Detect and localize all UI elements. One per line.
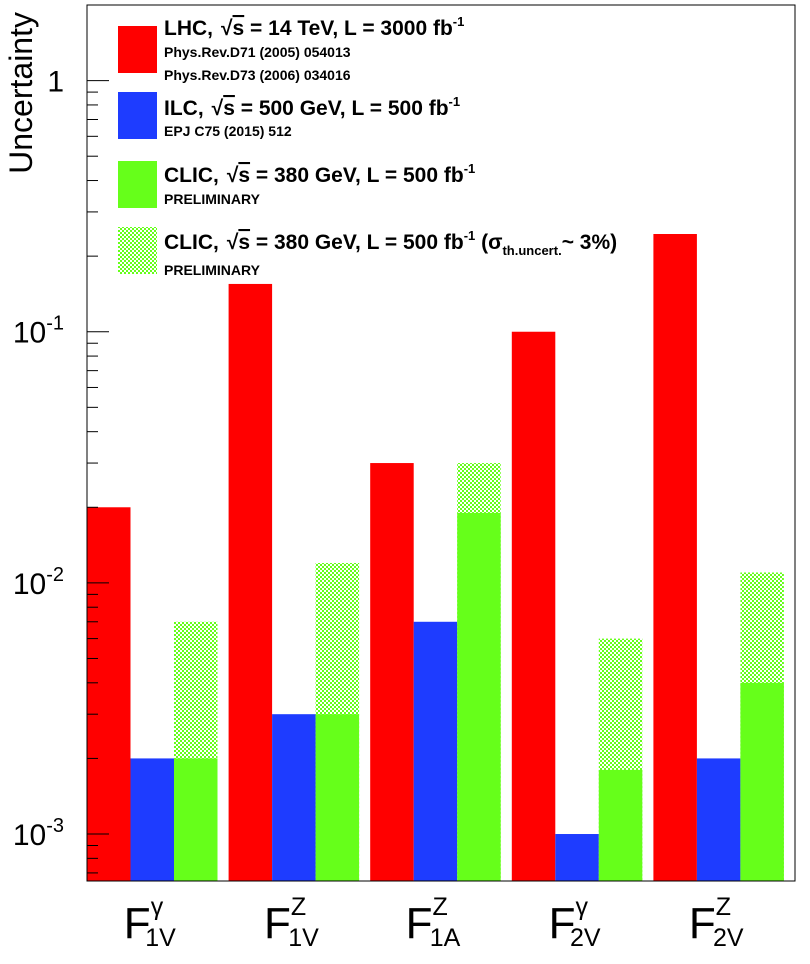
bar-clic bbox=[315, 714, 360, 881]
y-tick-label: 10-3 bbox=[13, 815, 64, 852]
bar-lhc bbox=[370, 463, 414, 881]
bar-ilc bbox=[555, 834, 599, 881]
bar-lhc bbox=[653, 234, 697, 881]
legend-label: CLIC, √s = 380 GeV, L = 500 fb-1 (σth.unc… bbox=[164, 228, 617, 258]
legend-label: ILC, √s = 500 GeV, L = 500 fb-1 bbox=[164, 94, 460, 120]
x-category-label: FZ 1V bbox=[264, 893, 319, 952]
x-category-label: FZ 2V bbox=[689, 893, 744, 952]
y-axis-title: Uncertainty bbox=[3, 12, 39, 174]
bar-clic bbox=[457, 512, 501, 881]
legend-swatch bbox=[118, 227, 157, 274]
legend-note: EPJ C75 (2015) 512 bbox=[164, 123, 292, 139]
bar-lhc bbox=[87, 507, 131, 881]
legend-swatch bbox=[118, 161, 157, 208]
bar-lhc bbox=[511, 331, 556, 881]
bar-clic bbox=[174, 758, 218, 881]
bars-layer bbox=[87, 234, 784, 882]
x-axis-categories: Fγ 1V FZ 1V FZ 1A Fγ 2V FZ 2V bbox=[124, 893, 744, 952]
x-category-label: FZ 1A bbox=[406, 893, 461, 952]
bar-clic bbox=[740, 682, 784, 881]
legend-note: Phys.Rev.D71 (2005) 054013 bbox=[164, 44, 351, 60]
x-category-label: Fγ 2V bbox=[549, 893, 601, 952]
legend: LHC, √s = 14 TeV, L = 3000 fb-1 Phys.Rev.D… bbox=[118, 14, 617, 278]
plot-frame bbox=[86, 4, 796, 882]
legend-swatch bbox=[118, 92, 157, 139]
legend-note: PRELIMINARY bbox=[164, 191, 261, 207]
y-tick-label: 10-2 bbox=[13, 564, 64, 601]
bar-ilc bbox=[130, 758, 174, 881]
legend-note: PRELIMINARY bbox=[164, 262, 261, 278]
legend-swatch bbox=[118, 26, 157, 73]
y-tick-label: 10-1 bbox=[13, 313, 64, 350]
bar-clic bbox=[598, 769, 643, 881]
bar-ilc bbox=[413, 621, 458, 881]
y-axis: 1 10-1 10-2 10-3 bbox=[13, 4, 109, 874]
bar-ilc bbox=[272, 714, 316, 881]
legend-note: Phys.Rev.D73 (2006) 034016 bbox=[164, 67, 351, 83]
legend-label: CLIC, √s = 380 GeV, L = 500 fb-1 bbox=[164, 161, 475, 187]
y-tick-label: 1 bbox=[47, 66, 64, 99]
x-category-label: Fγ 1V bbox=[124, 893, 176, 952]
bar-ilc bbox=[696, 758, 741, 881]
bar-lhc bbox=[228, 283, 273, 882]
legend-label: LHC, √s = 14 TeV, L = 3000 fb-1 bbox=[164, 14, 464, 40]
